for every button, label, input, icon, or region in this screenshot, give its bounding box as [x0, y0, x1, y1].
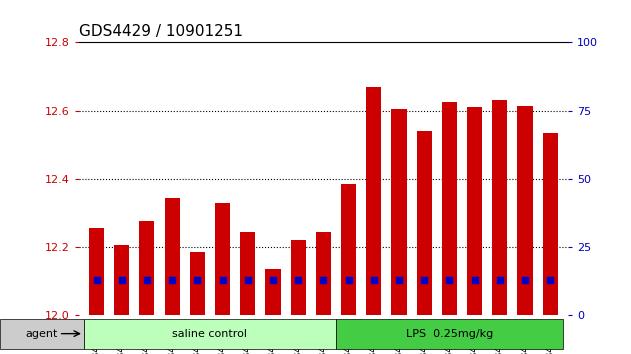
Bar — [416, 131, 432, 315]
Bar — [114, 245, 129, 315]
Bar — [492, 101, 507, 315]
FancyBboxPatch shape — [84, 319, 336, 349]
Text: agent: agent — [26, 329, 58, 339]
Text: saline control: saline control — [172, 329, 247, 339]
Bar — [190, 252, 205, 315]
Text: GDS4429 / 10901251: GDS4429 / 10901251 — [79, 23, 243, 39]
Bar — [165, 198, 180, 315]
Bar — [291, 240, 306, 315]
Bar — [89, 228, 104, 315]
Bar — [442, 102, 457, 315]
Bar — [240, 232, 256, 315]
Bar — [341, 184, 356, 315]
Bar — [391, 109, 406, 315]
Bar — [543, 133, 558, 315]
FancyBboxPatch shape — [336, 319, 563, 349]
Text: LPS  0.25mg/kg: LPS 0.25mg/kg — [406, 329, 493, 339]
Bar — [366, 87, 381, 315]
Bar — [517, 105, 533, 315]
Bar — [139, 221, 155, 315]
FancyBboxPatch shape — [0, 319, 84, 349]
Bar — [316, 232, 331, 315]
Bar — [266, 269, 281, 315]
Bar — [467, 107, 482, 315]
Bar — [215, 202, 230, 315]
